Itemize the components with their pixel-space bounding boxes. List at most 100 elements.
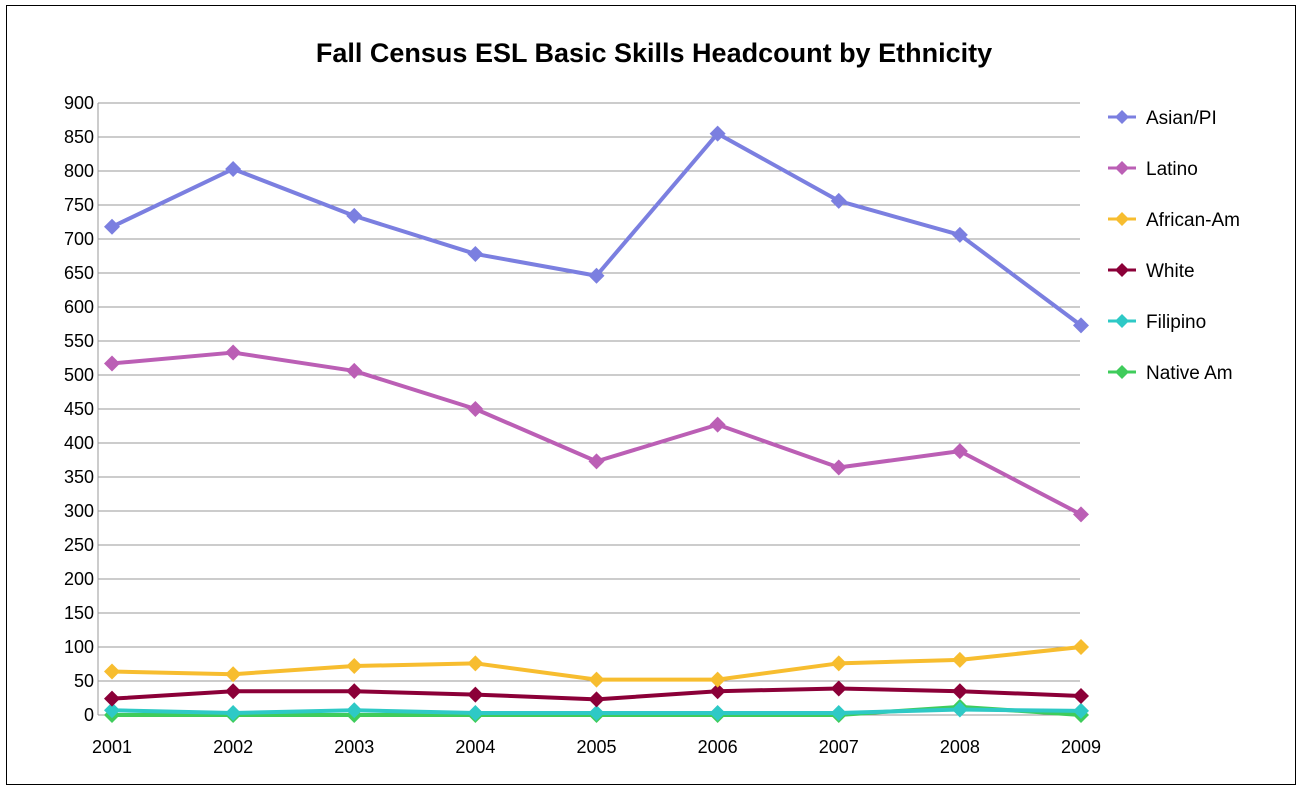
y-tick-label: 500 [64, 365, 94, 385]
y-tick-label: 150 [64, 603, 94, 623]
legend-item[interactable]: Filipino [1108, 312, 1206, 333]
y-tick-label: 650 [64, 263, 94, 283]
legend-item[interactable]: Latino [1108, 159, 1198, 180]
legend-label: African-Am [1146, 210, 1240, 231]
data-point[interactable] [346, 362, 363, 379]
y-tick-label: 300 [64, 501, 94, 521]
data-point[interactable] [709, 416, 726, 433]
y-tick-label: 250 [64, 535, 94, 555]
data-point[interactable] [467, 686, 484, 703]
data-point[interactable] [709, 125, 726, 142]
y-tick-label: 750 [64, 195, 94, 215]
legend-marker-icon [1115, 365, 1129, 379]
data-point[interactable] [709, 683, 726, 700]
data-point[interactable] [709, 671, 726, 688]
y-tick-label: 850 [64, 127, 94, 147]
series-filipino [104, 701, 1089, 721]
data-point[interactable] [588, 267, 605, 284]
y-tick-label: 400 [64, 433, 94, 453]
data-point[interactable] [830, 680, 847, 697]
data-point[interactable] [830, 192, 847, 209]
data-point[interactable] [467, 704, 484, 721]
data-point[interactable] [346, 207, 363, 224]
x-tick-label: 2009 [1061, 737, 1101, 757]
x-tick-label: 2005 [576, 737, 616, 757]
data-point[interactable] [346, 702, 363, 719]
data-point[interactable] [588, 453, 605, 470]
data-point[interactable] [951, 443, 968, 460]
x-tick-label: 2007 [819, 737, 859, 757]
data-point[interactable] [467, 401, 484, 417]
y-tick-label: 200 [64, 569, 94, 589]
data-point[interactable] [104, 218, 120, 235]
data-point[interactable] [225, 666, 242, 683]
x-tick-label: 2002 [213, 737, 253, 757]
y-tick-label: 450 [64, 399, 94, 419]
legend-label: Latino [1146, 159, 1198, 180]
chart-title: Fall Census ESL Basic Skills Headcount b… [316, 38, 992, 68]
legend-marker-icon [1115, 212, 1129, 226]
x-tick-label: 2003 [334, 737, 374, 757]
legend-item[interactable]: White [1108, 261, 1195, 282]
data-point[interactable] [588, 671, 605, 688]
x-axis-ticks: 2001 2002 2003 2004 2005 2006 2007 2008 2009 [92, 737, 1101, 757]
data-point[interactable] [467, 245, 484, 262]
legend-label: Asian/PI [1146, 108, 1217, 129]
legend-label: Native Am [1146, 363, 1233, 384]
data-point[interactable] [830, 655, 847, 672]
series-white [104, 680, 1089, 708]
data-point[interactable] [951, 701, 968, 718]
data-point[interactable] [1073, 702, 1089, 719]
data-point[interactable] [467, 655, 484, 672]
y-tick-label: 600 [64, 297, 94, 317]
legend-marker-icon [1115, 263, 1129, 277]
data-point[interactable] [588, 691, 605, 708]
data-point[interactable] [1073, 506, 1089, 523]
data-point[interactable] [104, 702, 120, 719]
y-tick-label: 350 [64, 467, 94, 487]
y-tick-label: 900 [64, 93, 94, 113]
data-point[interactable] [104, 355, 120, 372]
series-line [111, 350, 1082, 517]
legend-item[interactable]: Asian/PI [1108, 108, 1217, 129]
data-point[interactable] [951, 683, 968, 700]
data-point[interactable] [830, 704, 847, 721]
data-point[interactable] [588, 704, 605, 721]
y-tick-label: 100 [64, 637, 94, 657]
legend-marker-icon [1115, 161, 1129, 175]
data-point[interactable] [830, 459, 847, 476]
x-tick-label: 2004 [455, 737, 495, 757]
data-point[interactable] [1073, 687, 1089, 704]
data-point[interactable] [346, 683, 363, 700]
data-point[interactable] [1073, 317, 1089, 334]
legend-item[interactable]: Native Am [1108, 363, 1233, 384]
series-african-am [104, 639, 1089, 688]
legend-marker-icon [1115, 110, 1129, 124]
data-point[interactable] [346, 658, 363, 675]
legend-item[interactable]: African-Am [1108, 210, 1240, 231]
y-tick-label: 700 [64, 229, 94, 249]
x-tick-label: 2006 [698, 737, 738, 757]
series-group [104, 125, 1089, 723]
series-line [111, 131, 1083, 327]
data-point[interactable] [104, 690, 120, 707]
data-point[interactable] [1073, 639, 1089, 655]
data-point[interactable] [951, 651, 968, 668]
y-tick-label: 50 [74, 671, 94, 691]
y-tick-label: 0 [84, 705, 94, 725]
legend-label: White [1146, 261, 1195, 282]
data-point[interactable] [225, 160, 242, 177]
legend-label: Filipino [1146, 312, 1206, 333]
series-latino [104, 344, 1089, 523]
data-point[interactable] [709, 704, 726, 721]
data-point[interactable] [104, 663, 120, 680]
y-axis-ticks: 0 50 100 150 200 250 300 350 400 450 500 550 600 650 7… [64, 93, 94, 725]
data-point[interactable] [225, 344, 242, 361]
x-tick-label: 2008 [940, 737, 980, 757]
data-point[interactable] [951, 226, 968, 243]
data-point[interactable] [225, 683, 242, 700]
legend[interactable]: Asian/PI Latino African-Am White Filipino Nat… [1108, 108, 1240, 384]
data-point[interactable] [225, 704, 242, 721]
y-tick-label: 800 [64, 161, 94, 181]
